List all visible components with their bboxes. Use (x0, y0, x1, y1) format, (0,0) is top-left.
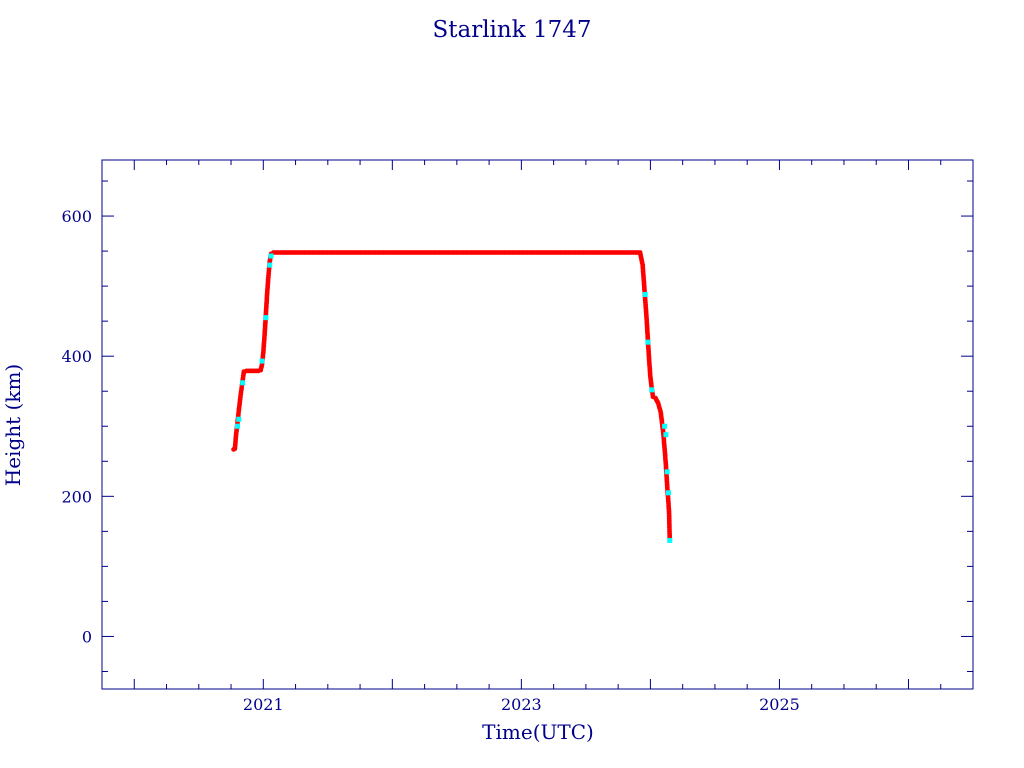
x-tick-label: 2021 (243, 695, 284, 714)
highlight-point (649, 387, 655, 393)
highlight-point (662, 423, 668, 429)
highlight-point (665, 490, 671, 496)
x-tick-label: 2025 (759, 695, 800, 714)
y-tick-label: 600 (61, 207, 92, 226)
x-tick-label: 2023 (501, 695, 542, 714)
y-tick-label: 200 (61, 487, 92, 506)
height-series-line (233, 252, 671, 541)
highlight-point (263, 315, 269, 321)
y-tick-label: 400 (61, 347, 92, 366)
plot-frame (101, 159, 974, 690)
tick-labels: 2021 2023 2025 0 200 400 600 (61, 207, 799, 714)
highlight-point (234, 423, 240, 429)
highlight-point (268, 253, 274, 259)
chart-title: Starlink 1747 (432, 17, 591, 43)
height-series-points (231, 250, 673, 543)
highlight-point (259, 358, 265, 364)
y-axis-label: Height (km) (1, 364, 25, 486)
highlight-points (234, 253, 673, 543)
highlight-point (236, 416, 242, 422)
highlight-point (663, 432, 669, 438)
highlight-point (240, 380, 246, 386)
highlight-point (267, 262, 273, 268)
x-axis-label: Time(UTC) (482, 720, 594, 744)
highlight-point (645, 339, 651, 345)
axis-ticks (101, 160, 974, 689)
y-tick-label: 0 (82, 627, 92, 646)
highlight-point (667, 537, 673, 543)
highlight-point (664, 469, 670, 475)
highlight-point (642, 292, 648, 298)
